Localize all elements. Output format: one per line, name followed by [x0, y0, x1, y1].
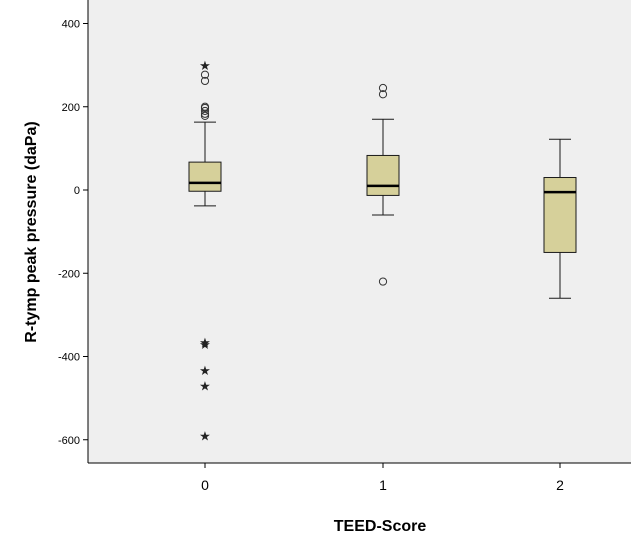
- y-tick-label: -400: [58, 352, 80, 364]
- outlier-point: [200, 70, 210, 79]
- box-iqr: [188, 161, 222, 192]
- x-axis-title: TEED-Score: [334, 518, 427, 535]
- box-iqr: [543, 177, 577, 253]
- y-tick-label: -600: [58, 435, 80, 447]
- extreme-point: ★: [199, 430, 211, 445]
- y-axis-title: R-tymp peak pressure (daPa): [23, 121, 40, 342]
- outlier-point: [378, 83, 388, 93]
- outlier-point: [200, 111, 210, 121]
- plot-area: [88, 0, 631, 463]
- extreme-point: ★: [199, 380, 211, 395]
- y-tick-label: -200: [58, 268, 80, 280]
- outlier-point: [200, 102, 210, 111]
- outlier-point: [200, 76, 210, 86]
- box-iqr: [366, 154, 400, 196]
- y-tick-label: 400: [62, 19, 80, 31]
- extreme-point: ★: [199, 59, 211, 74]
- x-tick-label: 1: [379, 477, 387, 493]
- y-tick-label: 0: [74, 185, 80, 197]
- x-tick-label: 2: [556, 477, 564, 493]
- extreme-point: ★: [199, 338, 211, 353]
- extreme-point: ★: [199, 336, 211, 351]
- outlier-point: [200, 106, 210, 116]
- y-tick-label: 200: [62, 102, 80, 114]
- extreme-point: ★: [199, 364, 211, 379]
- x-tick-label: 0: [201, 477, 209, 493]
- outlier-point: [378, 277, 388, 286]
- outlier-point: [378, 90, 388, 99]
